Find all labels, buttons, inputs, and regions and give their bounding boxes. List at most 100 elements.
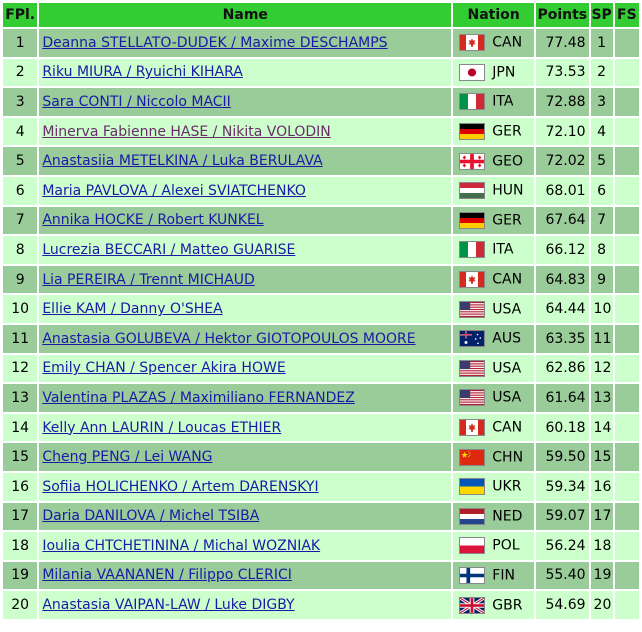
- skater-pair-link[interactable]: Cheng PENG / Lei WANG: [42, 449, 213, 466]
- place-cell: 7: [3, 206, 38, 235]
- col-header-fs[interactable]: FS: [614, 3, 639, 27]
- points-cell: 66.12: [536, 236, 589, 264]
- points-cell: 72.10: [536, 117, 589, 146]
- skater-pair-link[interactable]: Sofiia HOLICHENKO / Artem DARENSKYI: [42, 478, 319, 495]
- points-cell: 56.24: [536, 532, 589, 560]
- sp-cell: 5: [590, 147, 613, 175]
- col-header-sp[interactable]: SP: [590, 3, 613, 27]
- name-cell: Milania VAANANEN / Filippo CLERICI: [39, 561, 452, 590]
- skater-pair-link[interactable]: Riku MIURA / Ryuichi KIHARA: [42, 64, 243, 81]
- nation-cell: FIN: [453, 561, 535, 590]
- table-row: 16 Sofiia HOLICHENKO / Artem DARENSKYI UKR…: [3, 472, 639, 501]
- skater-pair-link[interactable]: Anastasia GOLUBEVA / Hektor GIOTOPOULOS …: [42, 330, 416, 347]
- points-cell: 64.83: [536, 265, 589, 294]
- fs-cell: [614, 443, 639, 471]
- place-cell: 15: [3, 443, 38, 471]
- de-flag-icon: [459, 211, 486, 229]
- sp-cell: 17: [590, 502, 613, 531]
- col-header-name[interactable]: Name: [39, 3, 452, 27]
- table-row: 4 Minerva Fabienne HASE / Nikita VOLODIN G…: [3, 117, 639, 146]
- sp-cell: 19: [590, 561, 613, 590]
- nation-cell: CAN: [453, 29, 535, 57]
- table-row: 8 Lucrezia BECCARI / Matteo GUARISE ITA 66.…: [3, 236, 639, 264]
- skater-pair-link[interactable]: Ioulia CHTCHETININA / Michal WOZNIAK: [42, 537, 321, 554]
- name-cell: Daria DANILOVA / Michel TSIBA: [39, 502, 452, 531]
- skater-pair-link[interactable]: Milania VAANANEN / Filippo CLERICI: [42, 567, 292, 584]
- nation-code: UKR: [492, 478, 522, 495]
- nation-code: USA: [492, 301, 522, 318]
- pl-flag-icon: [459, 537, 486, 555]
- nation-cell: USA: [453, 384, 535, 412]
- place-cell: 6: [3, 176, 38, 205]
- fs-cell: [614, 117, 639, 146]
- sp-cell: 10: [590, 295, 613, 323]
- nation-cell: GER: [453, 117, 535, 146]
- col-header-points[interactable]: Points: [536, 3, 589, 27]
- sp-cell: 15: [590, 443, 613, 471]
- skater-pair-link[interactable]: Maria PAVLOVA / Alexei SVIATCHENKO: [42, 182, 306, 199]
- points-cell: 67.64: [536, 206, 589, 235]
- fs-cell: [614, 591, 639, 619]
- nation-code: GBR: [492, 597, 523, 614]
- points-cell: 55.40: [536, 561, 589, 590]
- it-flag-icon: [459, 93, 486, 111]
- skater-pair-link[interactable]: Annika HOCKE / Robert KUNKEL: [42, 212, 264, 229]
- fs-cell: [614, 265, 639, 294]
- sp-cell: 6: [590, 176, 613, 205]
- fs-cell: [614, 532, 639, 560]
- points-cell: 72.02: [536, 147, 589, 175]
- place-cell: 3: [3, 88, 38, 116]
- skater-pair-link[interactable]: Anastasiia METELKINA / Luka BERULAVA: [42, 153, 323, 170]
- col-header-nation[interactable]: Nation: [453, 3, 535, 27]
- table-row: 3 Sara CONTI / Niccolo MACII ITA 72.88 3: [3, 88, 639, 116]
- place-cell: 12: [3, 354, 38, 383]
- us-flag-icon: [459, 300, 486, 318]
- nation-cell: GER: [453, 206, 535, 235]
- skater-pair-link[interactable]: Lucrezia BECCARI / Matteo GUARISE: [42, 241, 296, 258]
- skater-pair-link[interactable]: Sara CONTI / Niccolo MACII: [42, 93, 231, 110]
- table-row: 7 Annika HOCKE / Robert KUNKEL GER 67.64 7: [3, 206, 639, 235]
- skater-pair-link[interactable]: Emily CHAN / Spencer Akira HOWE: [42, 360, 286, 377]
- place-cell: 5: [3, 147, 38, 175]
- nation-cell: NED: [453, 502, 535, 531]
- skater-pair-link[interactable]: Daria DANILOVA / Michel TSIBA: [42, 508, 260, 525]
- sp-cell: 2: [590, 58, 613, 87]
- skater-pair-link[interactable]: Lia PEREIRA / Trennt MICHAUD: [42, 271, 255, 288]
- skater-pair-link[interactable]: Deanna STELLATO-DUDEK / Maxime DESCHAMPS: [42, 34, 388, 51]
- nation-cell: CHN: [453, 443, 535, 471]
- points-cell: 59.34: [536, 472, 589, 501]
- results-table: FPl. Name Nation Points SP FS 1 Deanna ST…: [1, 1, 641, 621]
- nation-code: FIN: [492, 567, 515, 584]
- col-header-fpl[interactable]: FPl.: [3, 3, 38, 27]
- skater-pair-link[interactable]: Kelly Ann LAURIN / Loucas ETHIER: [42, 419, 282, 436]
- table-row: 14 Kelly Ann LAURIN / Loucas ETHIER CAN 60.…: [3, 413, 639, 442]
- skater-pair-link[interactable]: Minerva Fabienne HASE / Nikita VOLODIN: [42, 123, 331, 140]
- nation-code: GER: [492, 123, 522, 140]
- skater-pair-link[interactable]: Anastasia VAIPAN-LAW / Luke DIGBY: [42, 597, 295, 614]
- name-cell: Anastasia GOLUBEVA / Hektor GIOTOPOULOS …: [39, 324, 452, 353]
- ge-flag-icon: [459, 152, 486, 170]
- points-cell: 68.01: [536, 176, 589, 205]
- nation-cell: UKR: [453, 472, 535, 501]
- nation-code: CAN: [492, 34, 523, 51]
- nation-cell: POL: [453, 532, 535, 560]
- name-cell: Sara CONTI / Niccolo MACII: [39, 88, 452, 116]
- nation-cell: AUS: [453, 324, 535, 353]
- name-cell: Lia PEREIRA / Trennt MICHAUD: [39, 265, 452, 294]
- nation-code: JPN: [492, 64, 516, 81]
- skater-pair-link[interactable]: Valentina PLAZAS / Maximiliano FERNANDEZ: [42, 389, 355, 406]
- sp-cell: 18: [590, 532, 613, 560]
- place-cell: 19: [3, 561, 38, 590]
- table-row: 19 Milania VAANANEN / Filippo CLERICI FIN 5…: [3, 561, 639, 590]
- nation-cell: JPN: [453, 58, 535, 87]
- skater-pair-link[interactable]: Ellie KAM / Danny O'SHEA: [42, 301, 223, 318]
- table-row: 11 Anastasia GOLUBEVA / Hektor GIOTOPOULO…: [3, 324, 639, 353]
- nation-cell: USA: [453, 354, 535, 383]
- fs-cell: [614, 236, 639, 264]
- fs-cell: [614, 176, 639, 205]
- nation-cell: CAN: [453, 413, 535, 442]
- table-row: 12 Emily CHAN / Spencer Akira HOWE USA 62.8…: [3, 354, 639, 383]
- fs-cell: [614, 88, 639, 116]
- nation-cell: CAN: [453, 265, 535, 294]
- fs-cell: [614, 561, 639, 590]
